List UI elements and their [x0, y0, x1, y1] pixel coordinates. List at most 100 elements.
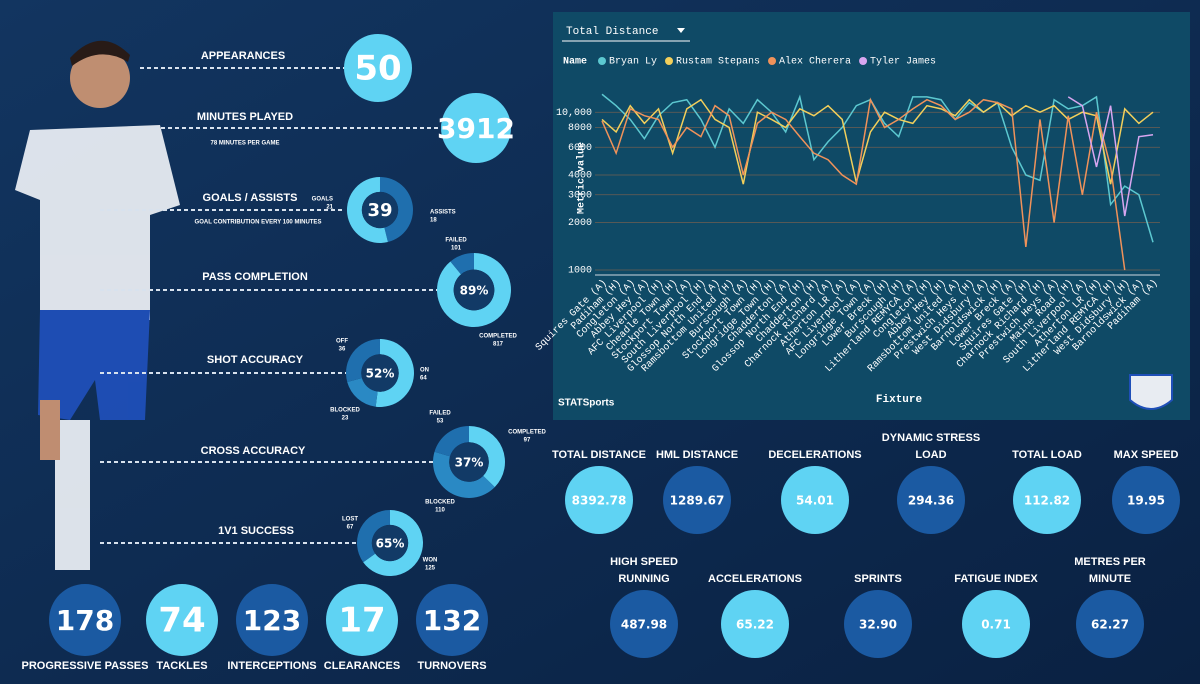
metric-selector[interactable]: Total Distance: [566, 26, 658, 38]
legend-label: Rustam Stepans: [676, 57, 760, 68]
bottom-stat-value: 17: [338, 601, 385, 641]
donut-center: 37%: [455, 456, 484, 470]
stat-label: MINUTES PLAYED: [197, 111, 293, 123]
stat-label: 1V1 SUCCESS: [218, 525, 294, 537]
stat-label: PROGRESSIVE PASSES: [22, 660, 149, 672]
legend-label: Alex Cherera: [779, 56, 851, 68]
stat-caption: 78 MINUTES PER GAME: [210, 141, 279, 147]
metric-value: 62.27: [1091, 618, 1129, 632]
donut-hole: [361, 191, 399, 229]
legend-title: Name: [563, 57, 587, 68]
metric-circle: [1076, 590, 1144, 658]
segment-value: 18: [430, 218, 437, 224]
bottom-stat-value: 132: [423, 604, 481, 637]
metric-label: DECELERATIONS: [768, 449, 862, 461]
metric-value: 54.01: [796, 494, 834, 508]
stat-label: TURNOVERS: [417, 660, 486, 672]
donut-center: 52%: [366, 367, 395, 381]
metric-circle: [610, 590, 678, 658]
stat-label: GOALS / ASSISTS: [203, 192, 298, 204]
metric-value: 32.90: [859, 618, 897, 632]
bottom-stat-circle: [416, 584, 488, 656]
y-tick-label: 4000: [568, 171, 592, 182]
metric-label-box: HIGH SPEED RUNNING: [610, 556, 678, 585]
minutes-circle: [441, 93, 511, 163]
legend-swatch: [598, 57, 606, 65]
donut-hole: [361, 354, 399, 392]
metric-label-box: ACCELERATIONS: [708, 573, 802, 585]
metric-label-box: DECELERATIONS: [768, 449, 862, 461]
metric-circle: [962, 590, 1030, 658]
series-line: [1067, 96, 1154, 217]
donut-center: 39: [367, 200, 392, 221]
stat-label: INTERCEPTIONS: [227, 660, 316, 672]
y-tick-label: 3000: [568, 190, 592, 201]
segment-name: COMPLETED: [479, 334, 517, 340]
bottom-stat-circle: [49, 584, 121, 656]
metric-circle: [1013, 466, 1081, 534]
metric-label: SPRINTS: [854, 573, 902, 585]
metric-circle: [663, 466, 731, 534]
segment-name: GOALS: [312, 197, 333, 203]
bottom-stat-circle: [146, 584, 218, 656]
legend-swatch: [665, 57, 674, 65]
donut-segment: [357, 510, 390, 563]
donut-segment: [347, 377, 378, 407]
metric-value: 19.95: [1127, 494, 1165, 508]
minutes-value: 3912: [437, 112, 515, 145]
metric-circle: [897, 466, 965, 534]
segment-value: 97: [524, 438, 531, 444]
metric-label-box: MAX SPEED: [1114, 449, 1179, 461]
metric-value: 65.22: [736, 618, 774, 632]
donut-hole: [449, 442, 489, 482]
bottom-stat-circle: [236, 584, 308, 656]
appearances-value: 50: [354, 49, 401, 89]
stat-label: CLEARANCES: [324, 660, 400, 672]
metric-circle: [844, 590, 912, 658]
metric-label-box: TOTAL LOAD: [1012, 449, 1082, 461]
segment-name: WON: [423, 558, 438, 564]
metric-value: 487.98: [621, 618, 667, 632]
metric-label: METRES PER MINUTE: [1074, 556, 1146, 585]
legend-label: Tyler James: [870, 56, 936, 68]
brand: STATSports: [558, 398, 615, 409]
segment-value: 36: [339, 347, 346, 353]
stat-label: SHOT ACCURACY: [207, 354, 304, 366]
segment-name: COMPLETED: [508, 430, 546, 436]
donut-segment: [346, 339, 380, 383]
metric-label: FATIGUE INDEX: [954, 573, 1038, 585]
metric-label-box: TOTAL DISTANCE: [552, 449, 646, 461]
segment-value: 101: [451, 246, 462, 252]
donut-segment: [450, 253, 474, 275]
metric-label: HML DISTANCE: [655, 449, 739, 461]
metric-label: DYNAMIC STRESS LOAD: [881, 432, 981, 461]
metric-value: 0.71: [981, 618, 1011, 632]
club-badge: [1129, 374, 1173, 410]
segment-value: 67: [347, 525, 354, 531]
segment-name: BLOCKED: [425, 500, 455, 506]
stat-label: CROSS ACCURACY: [201, 445, 306, 457]
bottom-stat-circle: [326, 584, 398, 656]
appearances-circle: [344, 34, 412, 102]
donut-segment: [432, 451, 495, 499]
segment-name: ON: [420, 368, 429, 374]
donut-segment: [375, 338, 415, 408]
metric-value: 112.82: [1024, 494, 1070, 508]
metric-circle: [721, 590, 789, 658]
metric-label-box: SPRINTS: [854, 573, 902, 585]
x-axis-title: Fixture: [876, 394, 923, 406]
y-axis-title: Metric value: [576, 142, 588, 214]
metric-label: TOTAL DISTANCE: [552, 449, 646, 461]
legend-label: Bryan Ly: [609, 57, 657, 68]
segment-value: 53: [437, 419, 444, 425]
metric-value: 294.36: [908, 494, 954, 508]
y-tick-label: 6000: [568, 143, 592, 154]
legend-swatch: [859, 57, 868, 65]
dropdown-arrow[interactable]: [677, 28, 685, 33]
player-photo: [15, 40, 180, 570]
metric-label-box: METRES PER MINUTE: [1074, 556, 1146, 585]
segment-name: BLOCKED: [330, 408, 360, 414]
metric-label-box: HML DISTANCE: [655, 449, 739, 461]
donut-center: 89%: [460, 284, 489, 298]
